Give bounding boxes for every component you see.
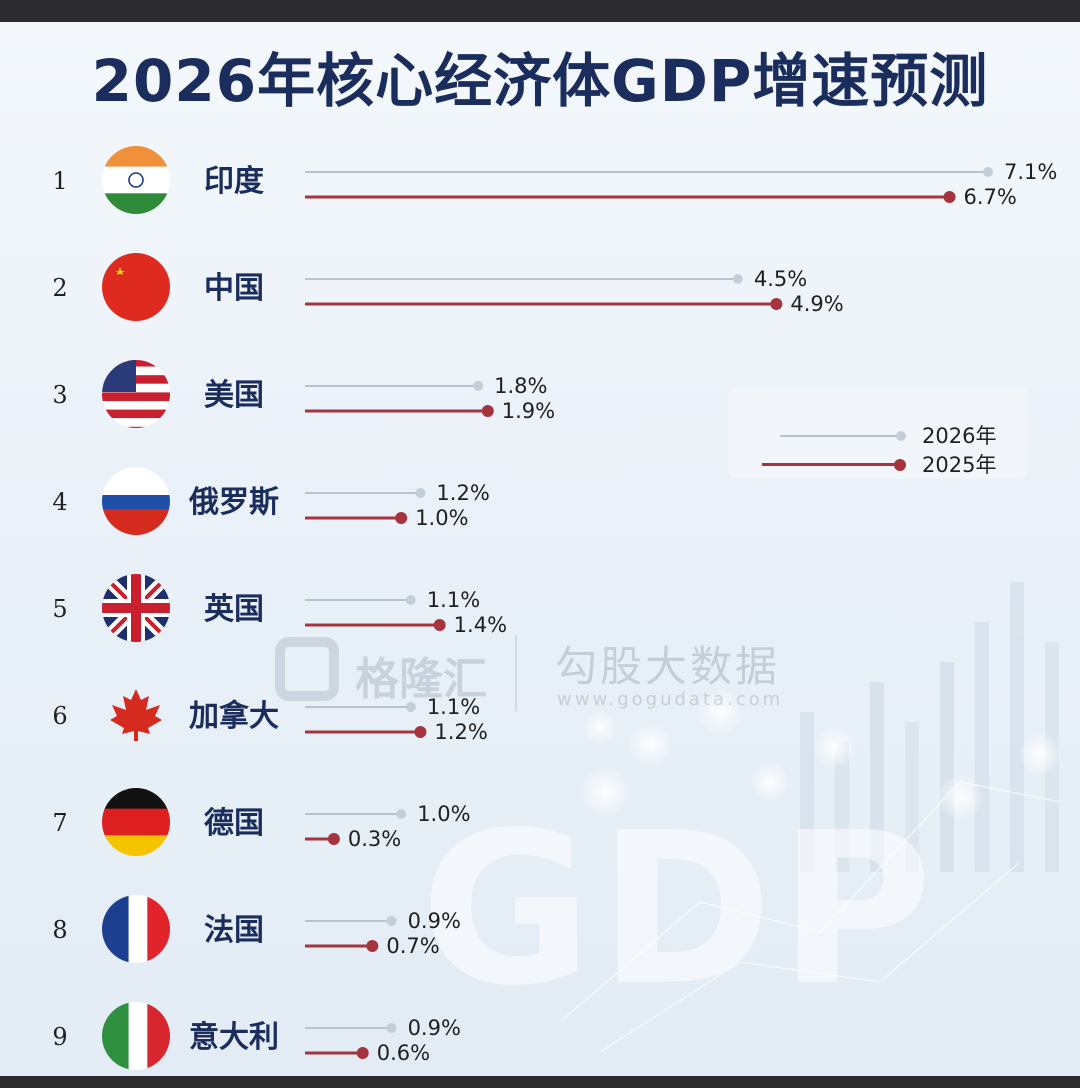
page-title: 2026年核心经济体GDP增速预测 [91, 47, 989, 115]
value-label-2025: 4.9% [790, 292, 843, 316]
chart-row-1: 1 印度 7.1%6.7% [52, 146, 1057, 214]
legend-dot-2025 [894, 459, 906, 471]
rank-label: 1 [52, 167, 67, 195]
value-label-2025: 1.0% [415, 506, 468, 530]
rank-label: 7 [52, 809, 67, 837]
china-flag-icon [102, 253, 170, 321]
value-label-2025: 0.6% [377, 1041, 430, 1065]
uk-flag-icon [102, 574, 170, 642]
country-name: 加拿大 [189, 699, 279, 734]
value-label-2026: 0.9% [408, 1016, 461, 1040]
watermark-separator [515, 635, 517, 711]
value-label-2025: 1.4% [454, 613, 507, 637]
chart-row-9: 9 意大利 0.9%0.6% [52, 1002, 461, 1070]
bar-2026-dot [473, 381, 484, 391]
infographic-frame: GDP 2026年核心经济体GDP增速预测 1 印度 7.1% 6.7% 2 中国 4.5%… [0, 22, 1080, 1076]
bar-2026-dot [732, 274, 743, 284]
chart-row-4: 4 俄罗斯 1.2%1.0% [52, 467, 490, 535]
watermark: 格隆汇 勾股大数据 www.gogudata.com [275, 627, 815, 717]
chart-row-8: 8 法国 0.9%0.7% [52, 895, 461, 963]
country-name: 美国 [204, 378, 264, 413]
usa-flag-icon [102, 360, 170, 428]
value-label-2026: 0.9% [408, 909, 461, 933]
value-label-2025: 0.3% [348, 827, 401, 851]
legend-label-2026: 2026年 [922, 424, 997, 448]
watermark-brand-left: 格隆汇 [355, 654, 487, 705]
watermark-url: www.gogudata.com [557, 689, 784, 710]
value-label-2026: 1.1% [427, 588, 480, 612]
value-label-2026: 1.2% [436, 481, 489, 505]
country-name: 俄罗斯 [188, 485, 279, 520]
rank-label: 5 [52, 595, 67, 623]
bar-2026-dot [405, 595, 416, 605]
gdp-chart: 1 印度 7.1%6.7% 2 中国 4.5%4.9% 3 美国 1.8%1.9% 4 俄罗斯 1.2… [52, 146, 1057, 1070]
bar-2026-dot [415, 488, 426, 498]
bar-2025-dot [433, 619, 446, 631]
bar-2026-dot [405, 702, 416, 712]
bar-2026-dot [386, 916, 397, 926]
bar-2026-dot [983, 167, 993, 177]
bar-2025-dot [943, 191, 956, 203]
india-flag-icon [102, 146, 170, 214]
bar-2025-dot [327, 833, 340, 845]
chart-legend: 2026年 2025年 [728, 387, 1028, 479]
value-label-2025: 0.7% [386, 934, 439, 958]
background-gdp-text: GDP [420, 787, 939, 1032]
canada-flag-icon [110, 689, 162, 741]
rank-label: 9 [52, 1023, 67, 1051]
bar-2025-dot [414, 726, 427, 738]
rank-label: 2 [52, 274, 67, 302]
legend-dot-2026 [896, 431, 906, 441]
rank-label: 8 [52, 916, 67, 944]
rank-label: 4 [52, 488, 67, 516]
legend-line-2025 [762, 463, 902, 466]
chart-row-2: 2 中国 4.5%4.9% [52, 253, 844, 321]
france-flag-icon [102, 895, 170, 963]
bar-2025-dot [481, 405, 494, 417]
watermark-logo-icon [275, 637, 339, 701]
rank-label: 3 [52, 381, 67, 409]
value-label-2026: 1.0% [417, 802, 470, 826]
bar-2025-dot [770, 298, 783, 310]
legend-line-2026 [780, 435, 900, 437]
chart-row-7: 7 德国 1.0% 0.3% [52, 788, 471, 856]
chart-row-3: 3 美国 1.8%1.9% [52, 360, 555, 428]
value-label-2026: 1.8% [494, 374, 547, 398]
background-art: GDP [420, 582, 1062, 1053]
bar-2025-dot [395, 512, 408, 524]
italy-flag-icon [102, 1002, 170, 1070]
russia-flag-icon [102, 467, 170, 535]
country-name: 印度 [204, 164, 264, 199]
bar-2025-dot [366, 940, 379, 952]
germany-flag-icon [102, 788, 170, 856]
country-name: 法国 [204, 913, 264, 948]
value-label-2026: 7.1% [1004, 160, 1057, 184]
bar-2025-dot [356, 1047, 369, 1059]
value-label-2026: 1.1% [427, 695, 480, 719]
bar-2026-dot [396, 809, 407, 819]
country-name: 英国 [204, 592, 264, 627]
country-name: 德国 [204, 806, 264, 841]
value-label-2025: 1.2% [434, 720, 487, 744]
country-name: 中国 [204, 271, 264, 306]
chart-row-6: 6 加拿大 1.1%1.2% [52, 689, 488, 744]
legend-label-2025: 2025年 [922, 453, 997, 477]
value-label-2025: 1.9% [502, 399, 555, 423]
value-label-2025: 6.7% [964, 185, 1017, 209]
bar-2026-dot [386, 1023, 397, 1033]
rank-label: 6 [52, 702, 67, 730]
watermark-brand: 勾股大数据 [555, 642, 781, 691]
value-label-2026: 4.5% [754, 267, 807, 291]
country-name: 意大利 [189, 1020, 279, 1055]
